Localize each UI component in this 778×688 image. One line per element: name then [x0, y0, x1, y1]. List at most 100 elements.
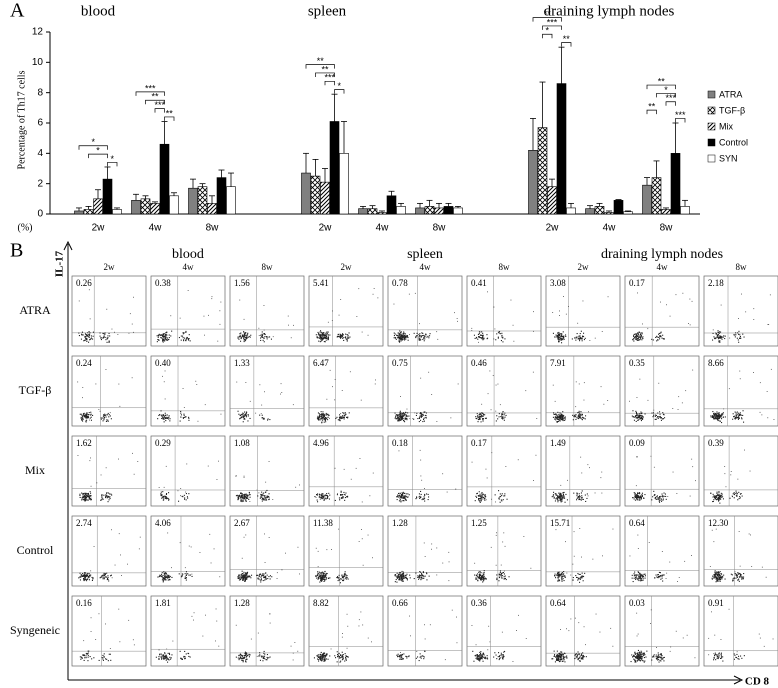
event-dot — [399, 654, 401, 656]
event-dot — [723, 335, 725, 337]
event-dot — [168, 338, 170, 340]
event-dot — [242, 412, 244, 414]
event-dot — [92, 331, 94, 333]
event-dot — [161, 654, 163, 656]
event-dot — [343, 412, 345, 414]
event-dot — [765, 576, 767, 578]
event-dot — [655, 574, 657, 576]
event-dot — [165, 657, 167, 659]
event-dot — [326, 333, 328, 335]
event-dot — [321, 421, 323, 423]
event-dot — [689, 495, 691, 497]
event-dot — [653, 466, 655, 468]
event-dot — [108, 496, 110, 498]
event-dot — [403, 335, 405, 337]
event-dot — [555, 414, 557, 416]
quadrant-value: 0.38 — [155, 278, 171, 288]
event-dot — [240, 340, 242, 342]
event-dot — [737, 579, 739, 581]
event-dot — [344, 660, 346, 662]
event-dot — [638, 577, 640, 579]
event-dot — [100, 418, 102, 420]
event-dot — [360, 611, 362, 613]
significance-label: *** — [145, 83, 156, 93]
event-dot — [650, 455, 652, 457]
event-dot — [100, 417, 102, 419]
event-dot — [716, 336, 718, 338]
error-bar — [133, 193, 139, 201]
event-dot — [641, 580, 643, 582]
event-dot — [84, 572, 86, 574]
event-dot — [718, 576, 720, 578]
event-dot — [240, 414, 242, 416]
event-dot — [662, 495, 664, 497]
event-dot — [325, 579, 327, 581]
event-dot — [168, 418, 170, 420]
event-dot — [584, 418, 586, 420]
event-dot — [633, 573, 635, 575]
event-dot — [480, 653, 482, 655]
event-dot — [640, 332, 642, 334]
event-dot — [495, 564, 497, 566]
event-dot — [635, 333, 637, 335]
significance-bracket — [135, 91, 165, 96]
event-dot — [718, 492, 720, 494]
event-dot — [103, 415, 105, 417]
event-dot — [402, 578, 404, 580]
event-dot — [421, 575, 423, 577]
event-dot — [581, 655, 583, 657]
event-dot — [629, 555, 631, 557]
column-label: 2w — [578, 262, 590, 272]
event-dot — [744, 449, 745, 451]
event-dot — [219, 323, 221, 325]
event-dot — [478, 418, 480, 420]
event-dot — [640, 337, 642, 339]
event-dot — [716, 415, 718, 417]
error-bar — [539, 81, 546, 128]
event-dot — [735, 415, 737, 417]
event-dot — [553, 497, 555, 499]
event-dot — [105, 497, 107, 499]
event-dot — [661, 574, 663, 576]
event-dot — [579, 581, 581, 583]
event-dot — [478, 416, 480, 418]
event-dot — [86, 653, 88, 655]
event-dot — [448, 561, 450, 563]
event-dot — [165, 654, 167, 656]
event-dot — [90, 492, 92, 494]
event-dot — [244, 578, 246, 580]
event-dot — [557, 501, 559, 503]
event-dot — [659, 411, 661, 413]
event-dot — [494, 494, 496, 496]
quadrant-value: 1.33 — [234, 358, 250, 368]
event-dot — [240, 500, 242, 502]
event-dot — [399, 411, 401, 413]
event-dot — [577, 337, 579, 339]
event-dot — [423, 417, 425, 419]
event-dot — [262, 657, 264, 659]
event-dot — [635, 410, 637, 412]
event-dot — [171, 567, 172, 569]
event-dot — [99, 332, 101, 334]
event-dot — [89, 494, 91, 496]
event-dot — [165, 332, 167, 334]
event-dot — [419, 653, 421, 655]
event-dot — [114, 331, 115, 333]
significance-label: ** — [563, 34, 571, 44]
event-dot — [159, 414, 161, 416]
event-dot — [87, 335, 89, 337]
event-dot — [318, 577, 320, 579]
error-bar — [549, 178, 555, 187]
event-dot — [265, 575, 267, 577]
event-dot — [238, 496, 240, 498]
event-dot — [241, 655, 243, 657]
event-dot — [111, 328, 113, 330]
event-dot — [160, 656, 162, 658]
event-dot — [581, 498, 583, 500]
event-dot — [556, 335, 558, 337]
event-dot — [340, 494, 342, 496]
event-dot — [658, 499, 660, 501]
event-dot — [166, 337, 168, 339]
event-dot — [720, 337, 722, 339]
event-dot — [239, 418, 241, 420]
